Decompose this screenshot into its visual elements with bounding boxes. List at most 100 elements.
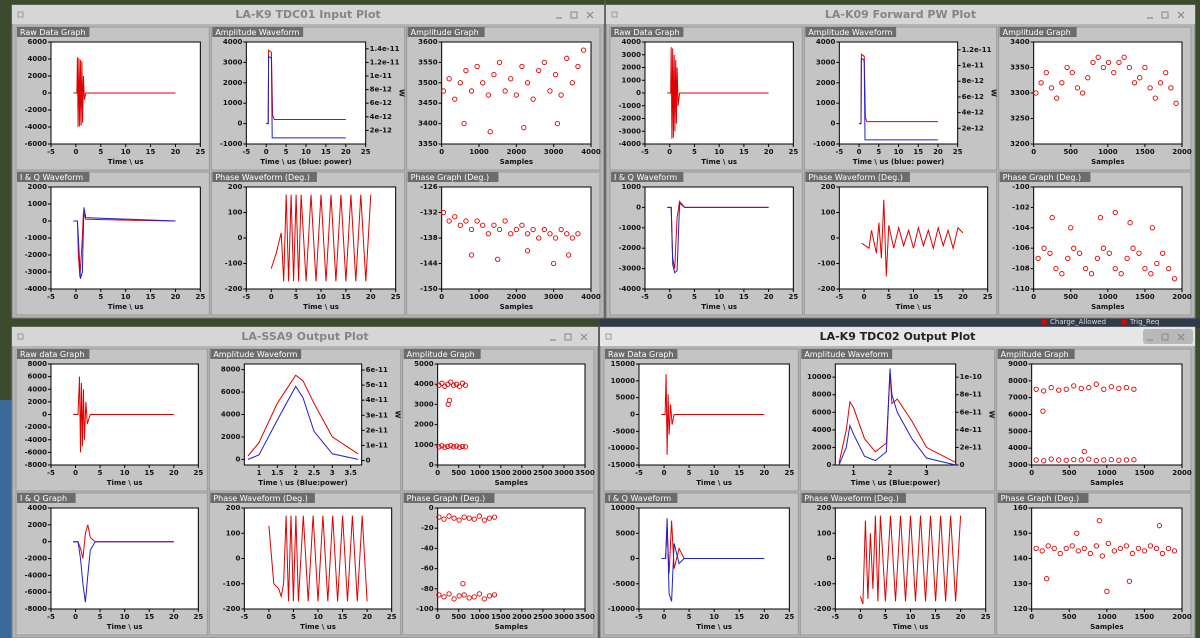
x-tick-label: 0 bbox=[1031, 148, 1036, 156]
data-point bbox=[1101, 386, 1107, 392]
y-tick-label: -110 bbox=[1012, 285, 1030, 293]
x-tick-label: 3000 bbox=[554, 469, 574, 477]
x-tick-label: -5 bbox=[242, 293, 250, 301]
y-tick-label: 2000 bbox=[223, 79, 243, 87]
data-point bbox=[1071, 245, 1077, 251]
trace bbox=[667, 47, 769, 139]
data-point bbox=[451, 382, 457, 388]
panel-tab bbox=[212, 172, 317, 182]
data-point bbox=[491, 71, 497, 78]
data-point bbox=[524, 231, 531, 237]
x-tick-label: 3000 bbox=[544, 148, 564, 156]
y-tick-label: -3000 bbox=[25, 268, 48, 276]
data-point bbox=[1079, 90, 1086, 96]
data-point bbox=[536, 67, 542, 74]
y-tick-label: 5000 bbox=[414, 360, 434, 368]
panel-title: Phase Waveform (Deg.) bbox=[213, 494, 308, 503]
y2-axis-label: W bbox=[398, 89, 406, 97]
data-point bbox=[1088, 271, 1095, 277]
x-tick-label: 2000 bbox=[507, 293, 527, 301]
x-tick-label: 500 bbox=[1063, 293, 1078, 301]
x-tick-label: 25 bbox=[361, 148, 371, 156]
x-tick-label: 0 bbox=[266, 613, 271, 621]
y-tick-label: -20 bbox=[421, 524, 434, 532]
x-tick-label: 2500 bbox=[533, 613, 553, 621]
data-point bbox=[1129, 550, 1136, 557]
y-tick-label: 3400 bbox=[418, 120, 438, 128]
trace bbox=[661, 374, 765, 455]
data-point bbox=[1123, 543, 1130, 549]
y-tick-label: -8000 bbox=[25, 605, 48, 613]
data-point bbox=[513, 226, 519, 233]
y-tick-label: -200 bbox=[223, 605, 241, 613]
data-point bbox=[1166, 265, 1172, 272]
x-tick-label: 5 bbox=[687, 469, 692, 477]
x-axis-label: Time \ us (Blue:power) bbox=[851, 479, 940, 487]
x-tick-label: 10 bbox=[301, 148, 311, 156]
y-tick-label: -4000 bbox=[619, 140, 642, 148]
y-tick-label: 0 bbox=[830, 234, 835, 242]
close-button[interactable] bbox=[580, 333, 588, 341]
maximize-button[interactable] bbox=[570, 11, 578, 19]
plot-area bbox=[1033, 41, 1183, 145]
data-point bbox=[524, 248, 531, 254]
y-tick-label: -1000 bbox=[25, 234, 48, 242]
x-tick-label: 0 bbox=[73, 469, 78, 477]
maximize-button[interactable] bbox=[1161, 11, 1169, 19]
window-menu[interactable] bbox=[17, 333, 24, 340]
x-tick-label: 20 bbox=[366, 293, 376, 301]
x-tick-label: 25 bbox=[983, 293, 993, 301]
y-tick-label: 8000 bbox=[1008, 377, 1028, 385]
data-point bbox=[1065, 255, 1071, 262]
data-point bbox=[1116, 385, 1122, 392]
trace bbox=[859, 515, 962, 605]
y-tick-label: 2000 bbox=[622, 64, 642, 72]
y-tick-label: 130 bbox=[1013, 580, 1028, 588]
y-tick-label: -3000 bbox=[619, 127, 642, 135]
data-point bbox=[1096, 517, 1102, 524]
close-button[interactable] bbox=[1177, 11, 1185, 19]
data-point bbox=[575, 231, 581, 237]
y-tick-label: 160 bbox=[1013, 504, 1028, 512]
data-point bbox=[495, 256, 501, 262]
y-tick-label: 0 bbox=[826, 461, 831, 469]
x-tick-label: 15 bbox=[933, 293, 943, 301]
maximize-button[interactable] bbox=[1161, 333, 1169, 341]
y-tick-label: 10000 bbox=[807, 373, 831, 381]
maximize-button[interactable] bbox=[564, 333, 572, 341]
data-point bbox=[1131, 386, 1137, 392]
x-tick-label: 5 bbox=[692, 293, 697, 301]
panel-title: Phase Graph (Deg.) bbox=[407, 494, 485, 503]
y-tick-label: 200 bbox=[228, 183, 243, 191]
trace bbox=[859, 57, 938, 141]
close-button[interactable] bbox=[586, 11, 594, 19]
x-tick-label: 1500 bbox=[491, 613, 511, 621]
data-point bbox=[474, 63, 480, 70]
x-tick-label: 1500 bbox=[1135, 293, 1155, 301]
x-axis-label: Time \ us bbox=[108, 158, 144, 166]
y-tick-label: 15000 bbox=[611, 360, 635, 368]
panel-title: Amplitude Graph bbox=[411, 28, 479, 37]
data-point bbox=[530, 226, 536, 233]
y-tick-label: 5000 bbox=[616, 529, 636, 537]
window-menu[interactable] bbox=[17, 11, 24, 18]
x-tick-label: 500 bbox=[1062, 469, 1077, 477]
data-point bbox=[491, 592, 498, 598]
y2-axis-label: W bbox=[990, 89, 998, 97]
window-menu[interactable] bbox=[605, 333, 612, 340]
legend-dot bbox=[1121, 319, 1127, 325]
x-tick-label: 20 bbox=[764, 293, 774, 301]
y-tick-label: -138 bbox=[420, 234, 438, 242]
data-point bbox=[446, 591, 452, 597]
x-tick-label: 15 bbox=[321, 148, 331, 156]
title-bar bbox=[606, 5, 1195, 24]
window-menu[interactable] bbox=[611, 11, 618, 18]
y-tick-label: 10000 bbox=[611, 504, 635, 512]
x-tick-label: 15 bbox=[146, 148, 156, 156]
x-tick-label: 0 bbox=[667, 293, 672, 301]
x-tick-label: 5 bbox=[883, 613, 888, 621]
data-point bbox=[1040, 408, 1046, 414]
close-button[interactable] bbox=[1177, 333, 1185, 341]
data-point bbox=[1056, 387, 1062, 393]
y-tick-label: 6000 bbox=[28, 38, 48, 46]
